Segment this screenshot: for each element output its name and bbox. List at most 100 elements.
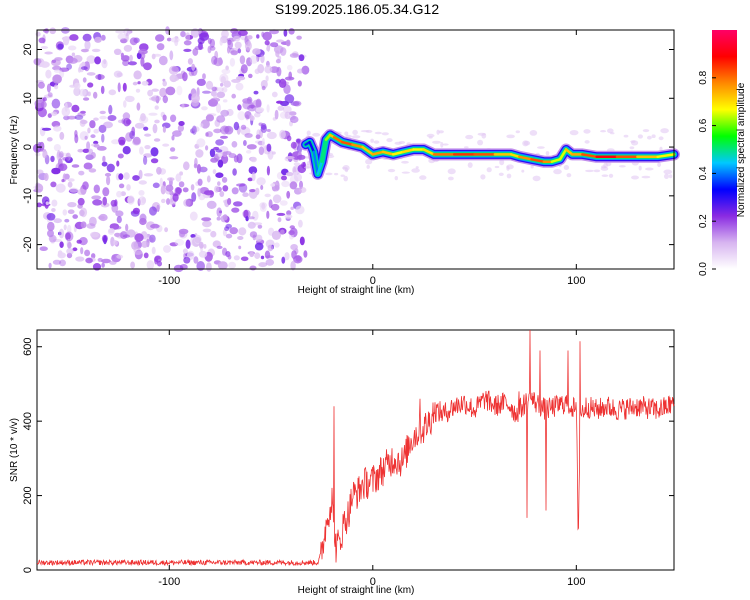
noise-speckle [59, 67, 70, 72]
noise-speckle [122, 146, 131, 155]
noise-speckle [84, 135, 88, 140]
noise-speckle [45, 201, 49, 205]
noise-speckle [74, 114, 84, 120]
ridge-halo-speckle [631, 175, 639, 180]
noise-speckle [75, 256, 85, 262]
noise-speckle [246, 144, 257, 150]
noise-speckle [207, 38, 212, 44]
noise-speckle [47, 221, 55, 232]
x-tick-label: 0 [370, 576, 376, 588]
ridge-core-segment [402, 148, 415, 154]
noise-speckle [298, 54, 305, 62]
noise-speckle [83, 162, 93, 170]
noise-speckle [143, 252, 149, 259]
noise-speckle [177, 124, 184, 132]
noise-speckle [266, 131, 277, 140]
noise-speckle [85, 257, 93, 264]
noise-speckle [149, 206, 157, 216]
noise-speckle [140, 57, 145, 67]
noise-speckle [140, 113, 146, 122]
noise-speckle [67, 178, 75, 182]
noise-speckle [134, 233, 144, 242]
ridge-halo-speckle [537, 146, 545, 149]
ridge-halo-speckle [411, 168, 420, 173]
noise-speckle [42, 97, 47, 102]
ridge-halo-speckle [374, 131, 382, 135]
noise-speckle [122, 82, 127, 92]
noise-speckle [261, 137, 265, 148]
noise-speckle [230, 50, 238, 56]
noise-speckle [158, 55, 168, 66]
y-tick-label: -10 [22, 188, 34, 204]
noise-speckle [37, 107, 48, 118]
noise-speckle [269, 29, 279, 35]
noise-speckle [130, 261, 136, 269]
ridge-halo-speckle [477, 139, 484, 146]
noise-speckle [76, 239, 82, 244]
noise-speckle [236, 183, 246, 187]
noise-speckle [53, 125, 62, 132]
ridge-halo-speckle [645, 167, 654, 171]
ridge-core-segment [422, 148, 436, 156]
ridge-halo-speckle [657, 162, 661, 168]
noise-speckle [217, 261, 228, 270]
noise-speckle [231, 187, 239, 195]
noise-speckle [237, 30, 248, 36]
noise-speckle [93, 128, 99, 134]
noise-speckle [271, 203, 280, 211]
noise-speckle [299, 236, 305, 246]
ridge-halo-speckle [370, 138, 374, 143]
noise-speckle [246, 150, 252, 154]
noise-speckle [82, 77, 87, 83]
noise-speckle [174, 238, 185, 246]
noise-speckle [256, 34, 260, 39]
noise-speckle [77, 67, 82, 73]
noise-speckle [38, 37, 46, 44]
noise-speckle [242, 192, 249, 197]
noise-speckle [205, 80, 214, 90]
noise-speckle [162, 95, 168, 104]
ridge-halo-speckle [306, 130, 311, 136]
noise-speckle [250, 156, 257, 163]
noise-speckle [270, 42, 279, 48]
noise-speckle [37, 81, 45, 89]
noise-speckle [280, 229, 285, 235]
noise-speckle [220, 109, 230, 117]
ridge-halo-speckle [641, 175, 651, 179]
noise-speckle [74, 134, 79, 144]
noise-speckle [164, 227, 169, 233]
noise-speckle [57, 252, 66, 259]
colorbar-gradient [712, 30, 737, 269]
ridge-halo-speckle [387, 168, 396, 173]
noise-speckle [126, 184, 131, 191]
noise-speckle [191, 93, 200, 104]
noise-speckle [123, 172, 130, 180]
ridge-core-segment [550, 158, 562, 163]
ridge-halo-speckle [498, 172, 504, 176]
noise-speckle [64, 102, 68, 112]
noise-speckle [222, 214, 228, 221]
noise-speckle [279, 200, 288, 206]
noise-speckle [190, 184, 195, 191]
noise-speckle [133, 250, 143, 256]
noise-speckle [252, 210, 259, 221]
snr-frame [36, 329, 675, 571]
noise-speckle [83, 97, 90, 101]
noise-speckle [64, 231, 74, 242]
noise-speckle [210, 157, 219, 163]
noise-speckle [249, 55, 258, 64]
noise-speckle [258, 122, 263, 126]
noise-speckle [216, 216, 221, 221]
ridge-halo-speckle [506, 134, 515, 139]
noise-speckle [288, 115, 296, 120]
noise-speckle [231, 207, 240, 213]
noise-speckle [239, 55, 246, 65]
y-tick-label: 0 [22, 144, 34, 150]
noise-speckle [87, 82, 94, 88]
noise-speckle [275, 59, 281, 64]
noise-speckle [252, 48, 261, 55]
noise-speckle [91, 253, 96, 259]
noise-speckle [77, 148, 84, 153]
ridge-halo-speckle [401, 160, 409, 164]
